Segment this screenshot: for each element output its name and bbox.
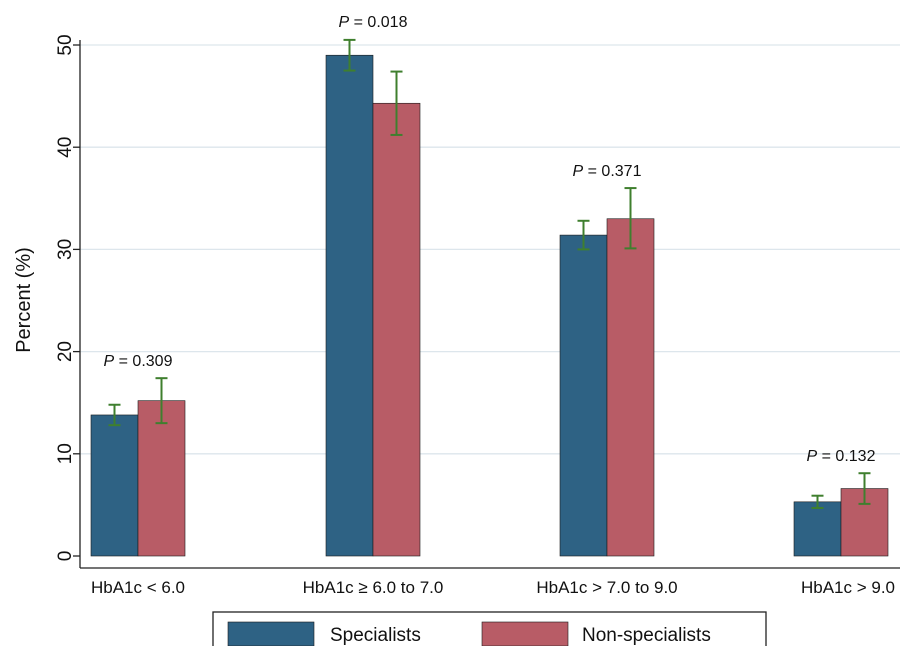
p-value-label: P = 0.018 [339,14,408,31]
legend: Specialists Non-specialists [212,611,767,646]
labels: P = 0.309 P = 0.018 P = 0.371 P = 0.132 HbA1… [91,14,895,597]
y-tick-label: 10 [55,443,76,464]
error-bars [108,38,871,509]
p-value-label: P = 0.309 [104,353,173,370]
category-label: HbA1c < 6.0 [91,578,185,597]
bar-specialists [559,234,608,557]
y-tick-label: 20 [55,341,76,362]
bar-specialists [793,501,842,557]
gridlines [80,44,900,455]
bar-non-specialists [137,400,186,557]
y-axis-title: Percent (%) [13,247,35,353]
axes: 0 10 20 30 40 50 [55,34,900,569]
bar-non-specialists [840,488,889,557]
p-value-label: P = 0.132 [807,448,876,465]
bar-specialists [90,414,139,557]
legend-label: Specialists [330,625,421,646]
legend-swatch [227,621,315,646]
p-value-label: P = 0.371 [573,163,642,180]
bars [90,54,889,557]
legend-label: Non-specialists [582,625,711,646]
y-tick-label: 30 [55,239,76,260]
y-tick-label: 40 [55,137,76,158]
y-tick-label: 50 [55,34,76,55]
y-tick-label: 0 [55,551,76,562]
bar-non-specialists [606,218,655,557]
bar-specialists [325,54,374,557]
legend-swatch [481,621,569,646]
category-label: HbA1c > 9.0 [801,578,895,597]
bar-non-specialists [372,102,421,557]
category-label: HbA1c > 7.0 to 9.0 [536,578,677,597]
category-label: HbA1c ≥ 6.0 to 7.0 [303,578,444,597]
